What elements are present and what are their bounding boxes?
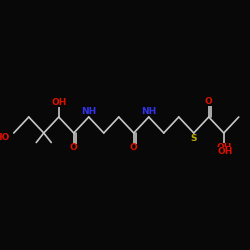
Text: HO: HO <box>0 133 9 142</box>
Text: O: O <box>205 98 212 106</box>
Text: O: O <box>130 144 138 152</box>
Text: OH: OH <box>216 143 232 152</box>
Text: NH: NH <box>141 107 156 116</box>
Text: OH: OH <box>217 147 233 156</box>
Text: OH: OH <box>51 98 66 107</box>
Text: O: O <box>70 144 78 152</box>
Text: NH: NH <box>81 107 96 116</box>
Text: S: S <box>190 134 197 143</box>
